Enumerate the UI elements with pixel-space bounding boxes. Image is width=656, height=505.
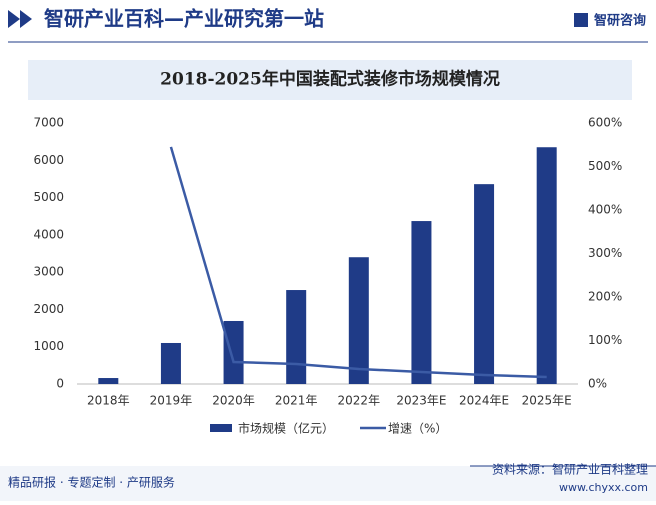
y2-tick-label: 100% [588, 333, 622, 347]
x-tick-label: 2018年 [87, 394, 130, 408]
header-icon [8, 10, 32, 28]
bar [286, 290, 307, 384]
footer-band [0, 466, 656, 501]
x-tick-label: 2020年 [212, 394, 255, 408]
y-tick-label: 5000 [33, 190, 64, 204]
footer-left: 精品研报 · 专题定制 · 产研服务 [8, 475, 175, 490]
x-tick-label: 2019年 [150, 394, 193, 408]
bar [474, 184, 495, 384]
legend-label: 增速（%） [388, 422, 447, 436]
y2-tick-label: 200% [588, 290, 622, 304]
y-tick-label: 3000 [33, 265, 64, 279]
y-tick-label: 1000 [33, 339, 64, 353]
y-tick-label: 7000 [33, 116, 64, 130]
y-tick-label: 4000 [33, 227, 64, 241]
y-tick-label: 0 [56, 377, 64, 391]
x-tick-label: 2023年E [396, 394, 446, 408]
x-tick-label: 2021年 [275, 394, 318, 408]
bar [411, 221, 432, 384]
legend-swatch [210, 424, 232, 432]
site: www.chyxx.com [559, 481, 648, 494]
bar [160, 342, 181, 384]
bar [348, 257, 369, 384]
x-tick-label: 2022年 [338, 394, 381, 408]
y-tick-label: 6000 [33, 153, 64, 167]
x-tick-label: 2025年E [522, 394, 572, 408]
y2-tick-label: 600% [588, 116, 622, 130]
y2-tick-label: 0% [588, 377, 607, 391]
y-tick-label: 2000 [33, 302, 64, 316]
line [169, 146, 547, 379]
bar [98, 378, 119, 384]
chart-title: 2018-2025年中国装配式装修市场规模情况 [160, 69, 500, 90]
y2-tick-label: 400% [588, 203, 622, 217]
source: 资料来源：智研产业百科整理 [492, 462, 648, 477]
legend-label: 市场规模（亿元） [238, 421, 334, 436]
bar [536, 147, 557, 384]
header-title: 智研产业百科—产业研究第一站 [44, 7, 324, 31]
y2-tick-label: 300% [588, 246, 622, 260]
logo-text: 智研咨询 [594, 13, 646, 29]
logo-icon [574, 13, 588, 27]
y2-tick-label: 500% [588, 159, 622, 173]
bar [223, 320, 244, 384]
x-tick-label: 2024年E [459, 394, 509, 408]
title-box [28, 60, 632, 100]
